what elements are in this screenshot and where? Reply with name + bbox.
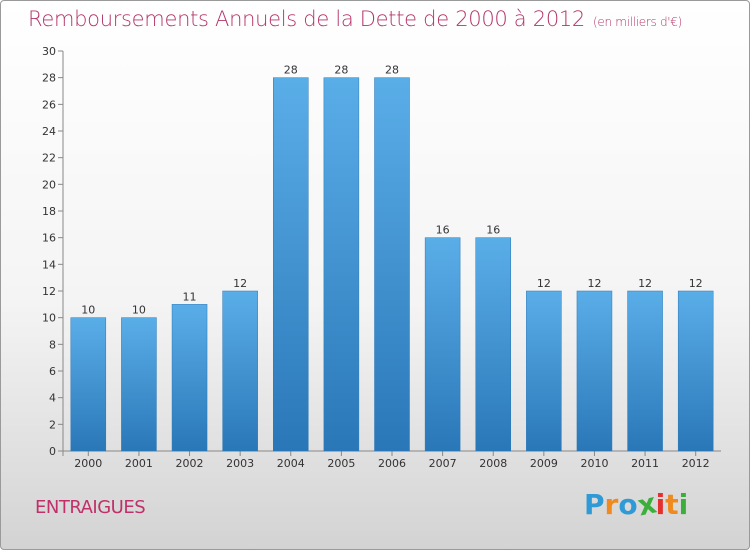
data-label-2009: 12: [537, 277, 551, 290]
chart-title-text: Remboursements Annuels de la Dette de 20…: [28, 7, 585, 31]
bar-2012: [677, 290, 714, 452]
bar-2002: [171, 304, 208, 452]
logo-letter: o: [618, 488, 638, 521]
x-tick-label-2004: 2004: [277, 457, 305, 470]
data-label-2010: 12: [587, 277, 601, 290]
proxiti-logo[interactable]: Proxiti: [584, 486, 689, 522]
bar-2006: [374, 77, 410, 452]
bar-2007: [424, 237, 461, 452]
bars: 10 10 11 12 28 28 28 16 16 12 12 12 12: [70, 64, 714, 452]
y-tick-label: 26: [42, 98, 56, 111]
data-label-2000: 10: [81, 304, 95, 317]
x-tick-label-2012: 2012: [682, 457, 710, 470]
bar-2003: [222, 290, 258, 452]
logo-letter: P: [584, 488, 605, 521]
y-tick-label: 4: [49, 392, 56, 405]
y-tick-label: 2: [49, 418, 56, 431]
y-tick-label: 12: [42, 285, 56, 298]
bar-2000: [70, 317, 107, 452]
x-tick-label-2003: 2003: [226, 457, 254, 470]
x-tick-label-2006: 2006: [378, 457, 406, 470]
y-tick-label: 24: [42, 125, 56, 138]
data-label-2011: 12: [638, 277, 652, 290]
data-label-2005: 28: [334, 64, 348, 77]
y-tick-label: 22: [42, 152, 56, 165]
x-tick-label-2008: 2008: [479, 457, 507, 470]
x-tick-label-2001: 2001: [125, 457, 153, 470]
y-tick-label: 10: [42, 312, 56, 325]
y-tick-label: 16: [42, 232, 56, 245]
logo-letter: i: [655, 488, 666, 521]
bar-2009: [526, 290, 562, 452]
x-tick-label-2009: 2009: [530, 457, 558, 470]
y-tick-label: 6: [49, 365, 56, 378]
chart-title: Remboursements Annuels de la Dette de 20…: [28, 7, 682, 31]
y-tick-label: 20: [42, 178, 56, 191]
y-tick-label: 30: [42, 45, 56, 58]
logo-letter: t: [665, 488, 679, 521]
y-tick-label: 18: [42, 205, 56, 218]
commune-name: ENTRAIGUES: [35, 497, 146, 518]
data-label-2006: 28: [385, 64, 399, 77]
data-label-2007: 16: [436, 224, 450, 237]
x-tick-label-2010: 2010: [580, 457, 608, 470]
y-tick-label: 0: [49, 445, 56, 458]
bar-2005: [323, 77, 360, 452]
data-label-2002: 11: [183, 290, 197, 303]
bar-2010: [576, 290, 613, 452]
x-tick-label-2000: 2000: [74, 457, 102, 470]
data-label-2004: 28: [284, 64, 298, 77]
data-label-2001: 10: [132, 304, 146, 317]
y-tick-label: 28: [42, 72, 56, 85]
x-tick-label-2005: 2005: [327, 457, 355, 470]
x-tick-label-2011: 2011: [631, 457, 659, 470]
bar-2004: [273, 77, 309, 452]
x-tick-label-2002: 2002: [176, 457, 204, 470]
logo-letter: r: [604, 488, 619, 521]
logo-letter: i: [678, 488, 689, 521]
x-tick-label-2007: 2007: [429, 457, 457, 470]
bar-2001: [121, 317, 157, 452]
data-label-2008: 16: [486, 224, 500, 237]
bar-2011: [627, 290, 663, 452]
bar-2008: [475, 237, 511, 452]
chart-subtitle: (en milliers d'€): [593, 15, 683, 29]
y-tick-label: 8: [49, 338, 56, 351]
y-tick-label: 14: [42, 258, 56, 271]
data-label-2012: 12: [689, 277, 703, 290]
data-label-2003: 12: [233, 277, 247, 290]
